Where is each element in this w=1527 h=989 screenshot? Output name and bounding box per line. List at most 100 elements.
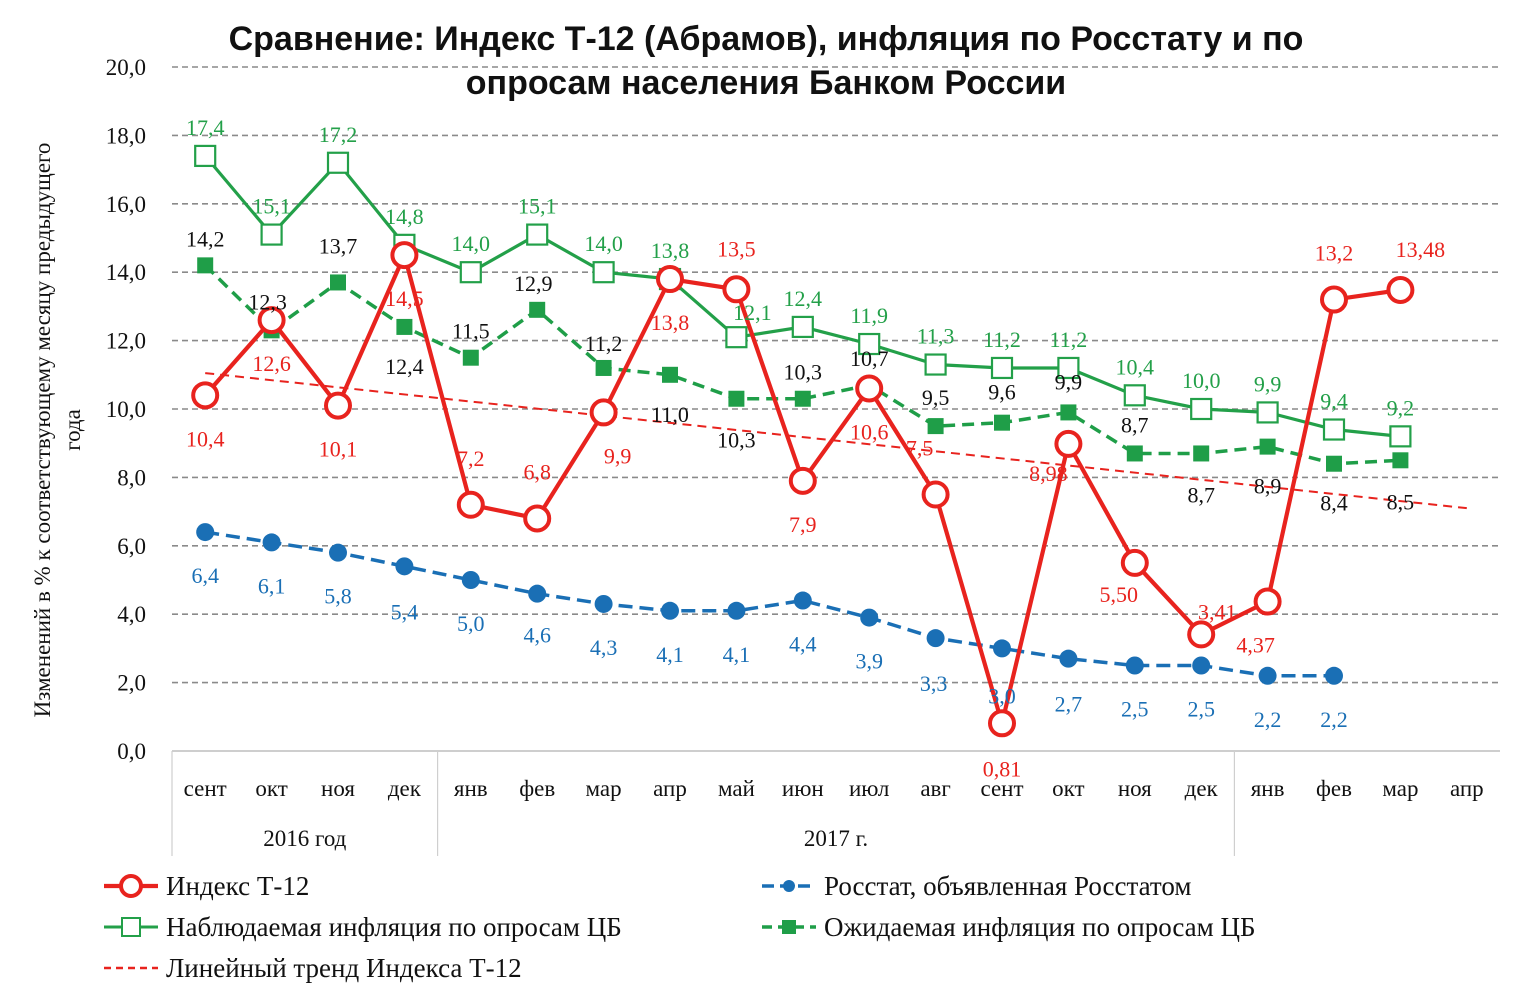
label-t12: 13,2 (1315, 241, 1354, 266)
point-rosstat (461, 571, 480, 589)
legend-label: Росстат, объявленная Росстатом (824, 871, 1191, 901)
label-observed: 11,3 (917, 324, 955, 349)
point-observed (592, 261, 615, 284)
point-t12 (1120, 548, 1149, 577)
series-line-rosstat (204, 530, 1334, 678)
point-rosstat (1258, 666, 1277, 685)
label-observed: 14,0 (452, 231, 491, 256)
point-t12 (656, 265, 684, 294)
label-t12: 14,5 (385, 286, 424, 311)
x-tick-label: ноя (321, 776, 355, 801)
point-observed (326, 151, 350, 174)
legend-label: Наблюдаемая инфляция по опросам ЦБ (166, 912, 622, 942)
x-tick-label: янв (454, 776, 488, 801)
label-rosstat: 2,7 (1055, 692, 1083, 717)
point-observed (1123, 384, 1146, 407)
point-t12 (1320, 285, 1348, 314)
point-observed (858, 332, 881, 356)
x-tick-label: мар (586, 776, 622, 801)
label-observed: 9,9 (1254, 371, 1282, 396)
point-t12 (921, 480, 950, 509)
point-expected (396, 318, 413, 335)
legend: Индекс Т-12 Росстат, объявленная Росстато… (104, 871, 1256, 983)
x-tick-label: сент (980, 776, 1023, 801)
label-observed: 11,2 (1050, 327, 1088, 352)
label-rosstat: 5,4 (391, 599, 419, 624)
label-expected: 11,2 (585, 331, 623, 356)
label-t12: 7,2 (457, 446, 485, 471)
point-rosstat (793, 591, 812, 610)
label-observed: 15,1 (252, 194, 291, 219)
point-observed (990, 356, 1014, 380)
point-rosstat (1192, 656, 1211, 675)
label-expected: 9,9 (1055, 369, 1083, 394)
label-rosstat: 3,3 (920, 671, 948, 696)
label-rosstat: 2,5 (1121, 697, 1149, 722)
label-expected: 8,7 (1187, 482, 1215, 507)
y-tick-label: 4,0 (117, 602, 146, 627)
point-t12 (191, 381, 220, 410)
point-expected (662, 366, 678, 383)
point-t12 (1054, 429, 1083, 458)
label-expected: 8,4 (1320, 491, 1348, 516)
label-t12: 3,41 (1198, 599, 1237, 624)
label-expected: 10,3 (717, 428, 756, 453)
label-expected: 8,5 (1387, 489, 1415, 514)
label-observed: 9,4 (1320, 389, 1348, 414)
legend-item: Росстат, объявленная Росстатом (762, 871, 1191, 901)
x-tick-label: июн (782, 776, 824, 801)
y-tick-label: 8,0 (117, 465, 146, 490)
label-expected: 13,7 (319, 233, 358, 258)
y-tick-label: 16,0 (106, 192, 146, 217)
x-tick-label: мар (1382, 776, 1418, 801)
point-observed (194, 144, 217, 168)
label-expected: 10,7 (850, 346, 889, 371)
label-observed: 12,4 (784, 286, 823, 311)
label-t12: 13,5 (717, 236, 756, 261)
label-rosstat: 3,9 (855, 649, 883, 674)
point-t12 (722, 275, 751, 304)
x-group-label: 2016 год (263, 826, 346, 851)
point-expected (197, 257, 214, 274)
point-rosstat (528, 584, 547, 603)
trend-line (205, 372, 1467, 510)
point-expected (529, 301, 546, 318)
point-observed (791, 315, 814, 339)
label-expected: 11,5 (452, 319, 490, 344)
x-tick-label: май (718, 776, 755, 801)
point-t12 (456, 490, 485, 519)
y-tick-label: 14,0 (106, 260, 146, 285)
x-group-label: 2017 г. (804, 826, 868, 851)
data-labels: 10,4 12,6 10,1 14,5 7,2 6,8 9,9 13,8 13,5 7,9 10,6… (186, 115, 1445, 781)
y-tick-label: 10,0 (106, 397, 146, 422)
point-t12 (1386, 275, 1415, 304)
label-expected: 12,3 (248, 289, 287, 314)
legend-marker (119, 874, 143, 898)
point-rosstat (661, 601, 679, 620)
point-expected (1126, 445, 1143, 462)
legend-item: Наблюдаемая инфляция по опросам ЦБ (104, 912, 622, 942)
point-t12 (589, 398, 618, 427)
label-t12: 13,8 (651, 310, 690, 335)
label-expected: 12,9 (514, 271, 553, 296)
y-tick-label: 2,0 (117, 671, 146, 696)
legend-label: Ожидаемая инфляция по опросам ЦБ (824, 912, 1256, 942)
y-tick-label: 12,0 (106, 329, 146, 354)
point-observed (725, 326, 748, 349)
point-expected (1392, 452, 1409, 469)
y-axis-title-line-2: года (60, 409, 85, 451)
x-tick-label: авг (920, 776, 951, 801)
label-rosstat: 2,2 (1320, 707, 1348, 732)
y-tick-label: 20,0 (106, 55, 146, 80)
label-rosstat: 4,4 (789, 632, 817, 657)
series-lines (191, 144, 1467, 738)
point-observed (526, 223, 549, 246)
y-axis-title: Изменений в % к соответствующему месяцу … (30, 143, 85, 718)
label-expected: 8,9 (1254, 474, 1282, 499)
label-rosstat: 5,8 (324, 584, 352, 609)
point-observed (1322, 418, 1346, 441)
label-t12: 10,6 (850, 419, 889, 444)
label-expected: 11,0 (651, 402, 689, 427)
label-t12: 0,81 (983, 756, 1022, 781)
